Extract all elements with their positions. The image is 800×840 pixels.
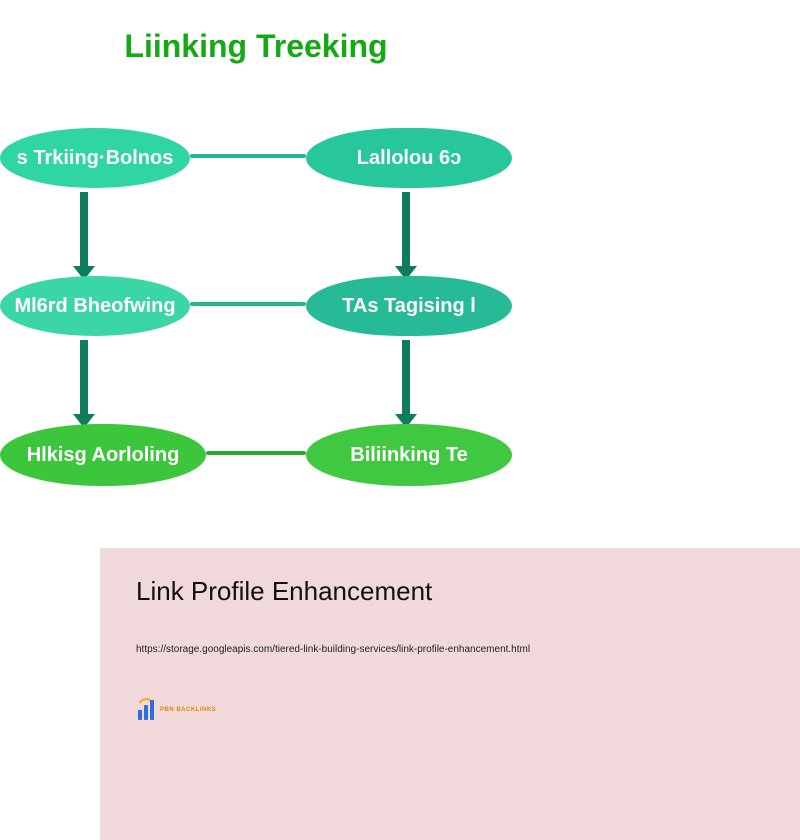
flow-node-label: Hlkisg Aorloling [27, 444, 180, 467]
connector-horizontal [206, 451, 306, 455]
flow-node: Biliinking Te [306, 424, 512, 486]
flow-node: Hlkisg Aorloling [0, 424, 206, 486]
connector-horizontal [190, 154, 306, 158]
flow-node-label: Lallolou 6ɔ [357, 147, 461, 170]
arrow-down-icon [395, 340, 417, 428]
arrow-down-icon [395, 192, 417, 280]
connector-horizontal [190, 302, 306, 306]
flow-node: s Trkiing·Bolnos [0, 128, 190, 188]
logo-bars-icon [136, 700, 156, 720]
brand-logo: PBN BACKLINKS [136, 700, 216, 720]
flow-node-label: s Trkiing·Bolnos [17, 147, 174, 170]
arrow-down-icon [73, 340, 95, 428]
diagram-panel: Liinking Treeking s Trkiing·Bolnos Lallol… [0, 0, 512, 512]
arrow-down-icon [73, 192, 95, 280]
diagram-title: Liinking Treeking [0, 28, 512, 65]
flow-node-label: Biliinking Te [350, 444, 467, 467]
info-card: Link Profile Enhancement https://storage… [100, 548, 800, 840]
page-root: Liinking Treeking s Trkiing·Bolnos Lallol… [0, 0, 800, 840]
flow-node: Lallolou 6ɔ [306, 128, 512, 188]
flow-node: TAs Tagising l [306, 276, 512, 336]
card-title: Link Profile Enhancement [136, 576, 432, 607]
flow-node-label: TAs Tagising l [342, 295, 476, 318]
card-url: https://storage.googleapis.com/tiered-li… [136, 644, 530, 655]
flow-node: Ml6rd Bheofwing [0, 276, 190, 336]
logo-text: PBN BACKLINKS [160, 707, 216, 713]
flow-node-label: Ml6rd Bheofwing [14, 295, 175, 318]
